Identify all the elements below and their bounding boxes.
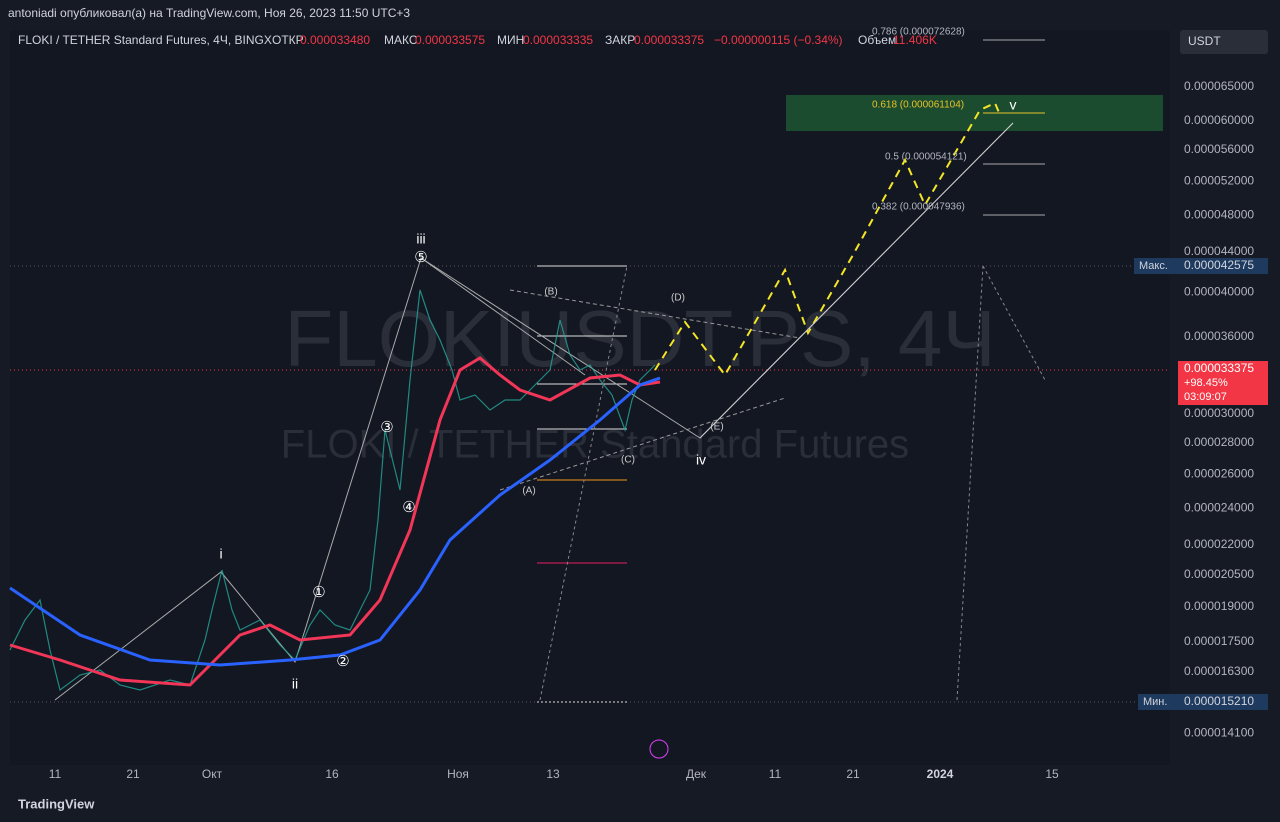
date-label: 11	[769, 767, 782, 781]
wave-label: i	[219, 546, 222, 562]
current-price: 0.000033375	[1184, 361, 1254, 375]
date-label: 11	[49, 767, 62, 781]
date-axis: 11 21 Окт 16 Ноя 13 Дек 11 21 2024 15	[49, 767, 1059, 781]
ohlc-value: 0.000033480	[300, 33, 370, 47]
chart-pane	[10, 30, 1170, 765]
date-label: 15	[1045, 767, 1059, 781]
ohlc-value: 0.000033375	[634, 33, 704, 47]
target-zone	[786, 95, 1163, 131]
change: −0.000000115 (−0.34%)	[714, 33, 843, 47]
trend	[499, 397, 786, 491]
fib-labels: 0.786 (0.000072628) 0.618 (0.000061104) 0.…	[872, 27, 967, 213]
footer: TradingView	[18, 796, 95, 811]
price-label: 0.000040000	[1184, 284, 1254, 298]
ohlc-label: ОТКР	[272, 33, 304, 47]
date-label: 21	[846, 767, 860, 781]
price-tag	[1178, 361, 1268, 405]
ma-fast	[9, 356, 661, 687]
wave-label: (E)	[710, 422, 723, 433]
wave-label: (A)	[522, 486, 535, 497]
wave-label: ②	[336, 653, 349, 670]
wave-label: v	[1010, 97, 1017, 113]
max-value: 0.000042575	[1184, 258, 1254, 272]
price-label: 0.000022000	[1184, 537, 1254, 551]
ohlc-label: МАКС	[384, 33, 418, 47]
price-label: 0.000036000	[1184, 329, 1254, 343]
date-label: Ноя	[447, 767, 469, 781]
wave-label: ③	[380, 419, 393, 436]
min-label: Мин.	[1143, 696, 1167, 708]
min-value: 0.000015210	[1184, 694, 1254, 708]
event-icon[interactable]	[649, 739, 669, 759]
wave-label: (D)	[671, 293, 685, 304]
price-label: 0.000052000	[1184, 174, 1254, 188]
date-label: 13	[546, 767, 560, 781]
levels	[10, 39, 1170, 703]
fib-label: 0.5 (0.000054121)	[885, 152, 967, 163]
ohlc-value: 0.000033335	[523, 33, 593, 47]
price-label: 0.000048000	[1184, 207, 1254, 221]
ohlc-label: ЗАКР	[605, 33, 635, 47]
volume-label: Объем	[858, 33, 896, 47]
trend	[956, 265, 984, 701]
price-label: 0.000020500	[1184, 567, 1254, 581]
fib-label: 0.618 (0.000061104)	[872, 100, 964, 111]
wave-label: ⑤	[414, 249, 427, 266]
currency[interactable]: USDT	[1188, 34, 1221, 48]
date-label: 16	[325, 767, 339, 781]
ohlc-value: 0.000033575	[415, 33, 485, 47]
price-label: 0.000026000	[1184, 467, 1254, 481]
wave-label: iii	[416, 231, 425, 247]
max-label: Макс.	[1139, 260, 1168, 272]
watermark: FLOKIUSDT.PS, 4Ч	[284, 294, 995, 383]
wave-line	[420, 257, 586, 376]
min-tag	[1138, 694, 1178, 710]
trend	[539, 265, 628, 701]
wave-label: (C)	[621, 455, 635, 466]
ma-slow	[9, 376, 661, 667]
price-label: 0.000017500	[1184, 634, 1254, 648]
wave-label: iv	[696, 452, 706, 468]
symbol: FLOKI / TETHER Standard Futures, 4Ч, BIN…	[18, 33, 272, 47]
publisher: antoniadi опубликовал(а) на TradingView.…	[8, 6, 410, 20]
price-label: 0.000056000	[1184, 142, 1254, 156]
wave-label: (B)	[544, 287, 557, 298]
price-labels: 0.000065000 0.000060000 0.000056000 0.00005…	[1184, 79, 1254, 739]
volume: 11.406K	[893, 33, 937, 47]
max-tag	[1178, 258, 1268, 274]
fib-label: 0.786 (0.000072628)	[872, 27, 965, 38]
price-label: 0.000028000	[1184, 435, 1254, 449]
date-label: 21	[126, 767, 140, 781]
trend	[982, 265, 1046, 381]
price-label: 0.000060000	[1184, 113, 1254, 127]
max-tag	[1134, 258, 1178, 274]
price-label: 0.000016300	[1184, 664, 1254, 678]
date-label: 2024	[927, 767, 954, 781]
price-label: 0.000030000	[1184, 406, 1254, 420]
current-change: +98.45%	[1184, 377, 1228, 389]
min-tag	[1178, 694, 1268, 710]
fib-label: 0.382 (0.000047936)	[872, 202, 965, 213]
price-label: 0.000024000	[1184, 500, 1254, 514]
price-label: 0.000065000	[1184, 79, 1254, 93]
wave-label: ①	[312, 584, 325, 601]
price-label: 0.000044000	[1184, 244, 1254, 258]
price-label: 0.000019000	[1184, 599, 1254, 613]
projection	[654, 101, 1001, 377]
date-label: Окт	[202, 767, 223, 781]
currency-button[interactable]	[1180, 30, 1268, 54]
bar-timer: 03:09:07	[1184, 391, 1227, 403]
ohlc-label: МИН	[497, 33, 524, 47]
price-label: 0.000014100	[1184, 725, 1254, 739]
channel	[699, 122, 1014, 439]
wave-label: ii	[292, 676, 298, 692]
date-label: Дек	[686, 767, 707, 781]
wave-label: ④	[402, 499, 415, 516]
